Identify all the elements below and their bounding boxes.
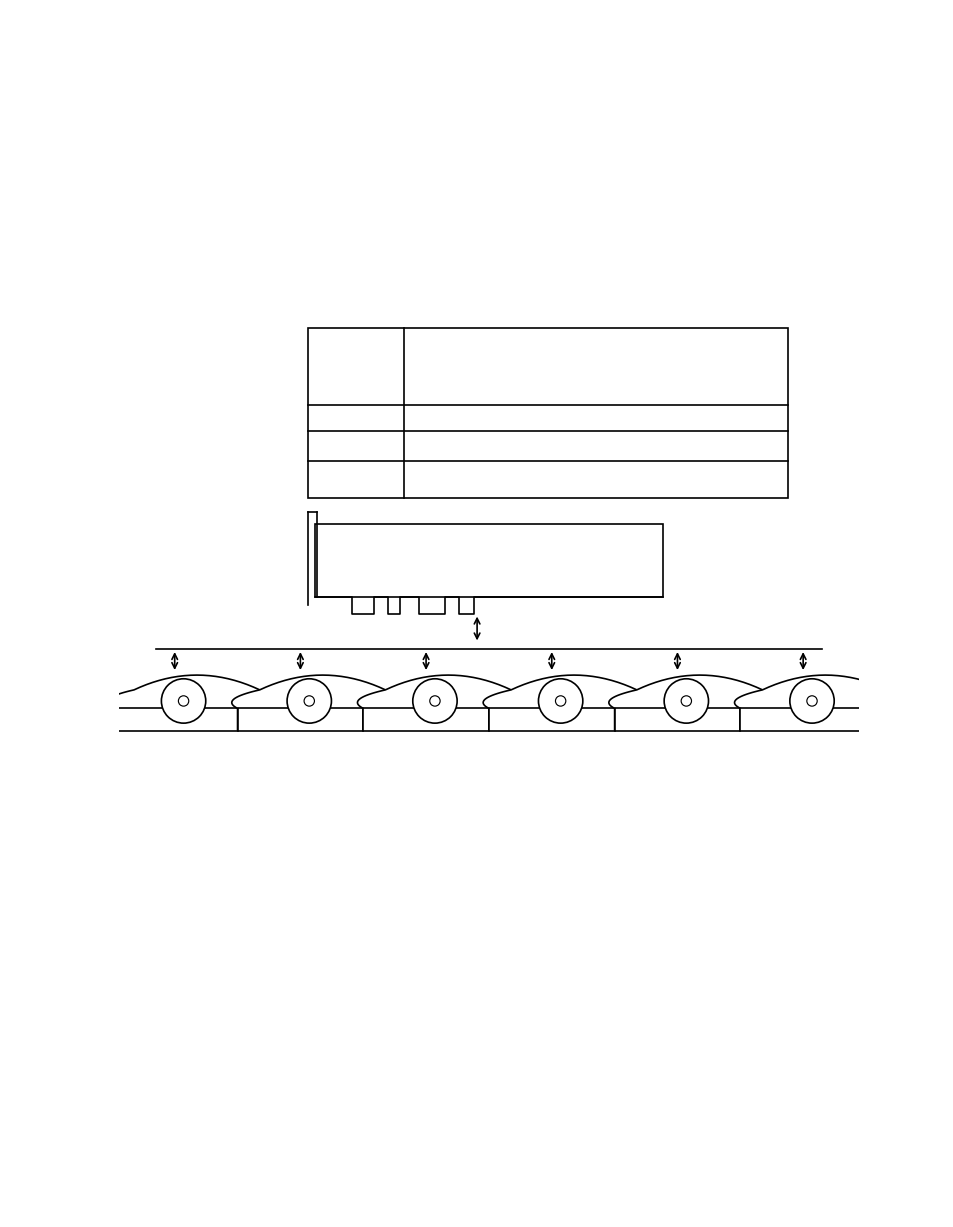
Polygon shape bbox=[614, 708, 740, 730]
Circle shape bbox=[429, 696, 439, 707]
Polygon shape bbox=[237, 690, 259, 730]
Polygon shape bbox=[106, 675, 265, 723]
Polygon shape bbox=[740, 690, 761, 730]
Circle shape bbox=[413, 679, 456, 723]
Bar bbox=[314, 524, 662, 598]
Polygon shape bbox=[734, 675, 893, 723]
Polygon shape bbox=[865, 690, 887, 730]
Polygon shape bbox=[237, 708, 363, 730]
Polygon shape bbox=[740, 708, 865, 730]
Polygon shape bbox=[608, 675, 767, 723]
Circle shape bbox=[555, 696, 565, 707]
Polygon shape bbox=[112, 708, 237, 730]
Polygon shape bbox=[614, 690, 637, 730]
Polygon shape bbox=[488, 690, 511, 730]
Circle shape bbox=[537, 679, 582, 723]
Circle shape bbox=[178, 696, 189, 707]
Polygon shape bbox=[488, 708, 614, 730]
Polygon shape bbox=[363, 690, 385, 730]
Circle shape bbox=[663, 679, 708, 723]
Circle shape bbox=[287, 679, 331, 723]
Polygon shape bbox=[482, 675, 642, 723]
Bar bbox=[308, 328, 787, 498]
Polygon shape bbox=[232, 675, 391, 723]
Circle shape bbox=[680, 696, 691, 707]
Polygon shape bbox=[357, 675, 517, 723]
Circle shape bbox=[304, 696, 314, 707]
Polygon shape bbox=[363, 708, 488, 730]
Circle shape bbox=[806, 696, 817, 707]
Circle shape bbox=[161, 679, 206, 723]
Circle shape bbox=[789, 679, 833, 723]
